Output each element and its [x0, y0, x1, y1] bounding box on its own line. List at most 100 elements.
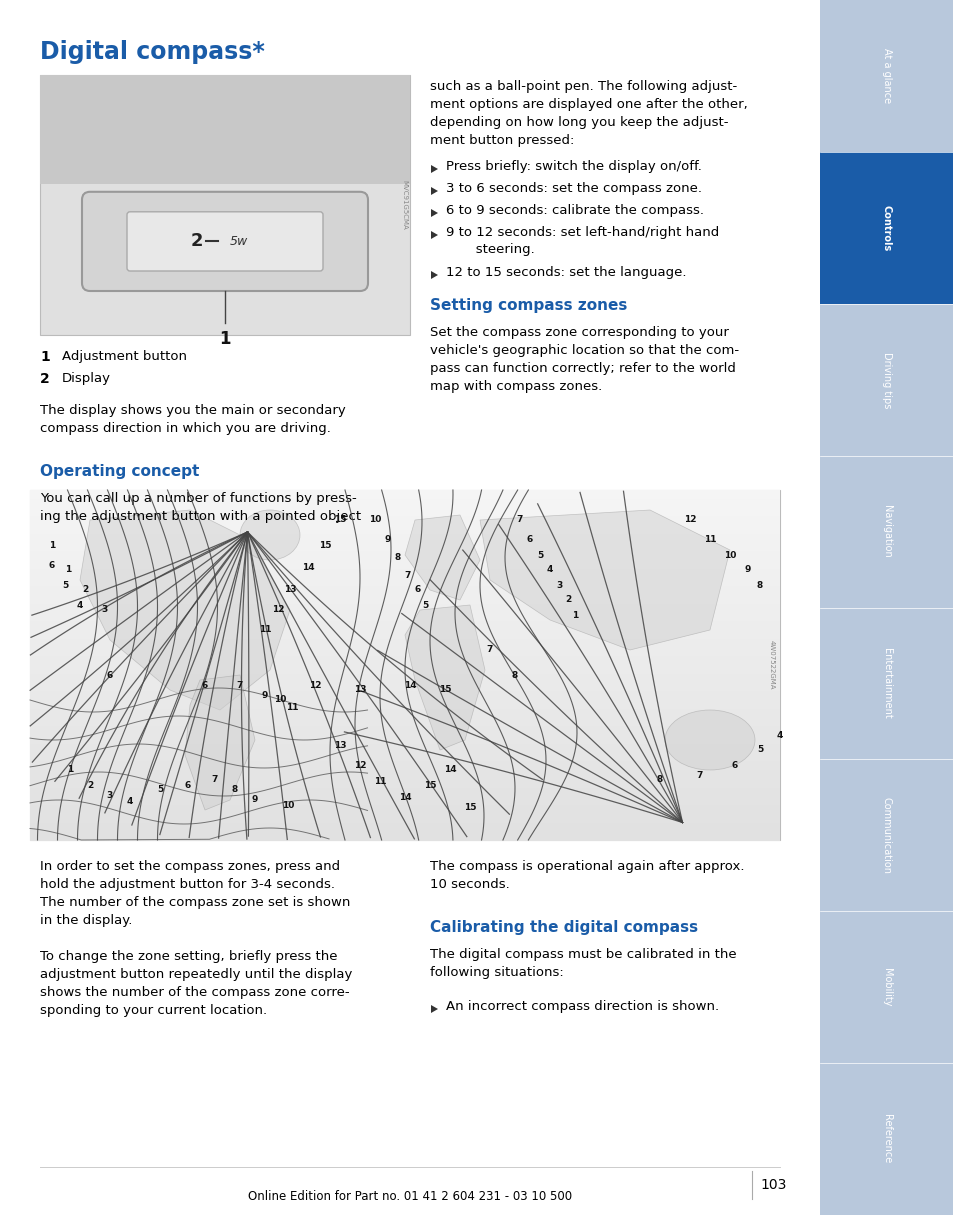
Text: 2: 2 [564, 595, 571, 605]
Text: 5: 5 [421, 600, 428, 610]
Text: Calibrating the digital compass: Calibrating the digital compass [430, 920, 698, 936]
Bar [30, 691, 780, 701]
Text: 1: 1 [571, 610, 578, 620]
Text: Communication: Communication [882, 797, 891, 874]
Text: 7: 7 [517, 515, 522, 525]
Text: 12: 12 [354, 761, 366, 769]
Text: 6: 6 [49, 560, 55, 570]
Text: 6: 6 [415, 586, 420, 594]
Text: To change the zone setting, briefly press the
adjustment button repeatedly until: To change the zone setting, briefly pres… [40, 950, 352, 1017]
Text: 15: 15 [463, 803, 476, 813]
FancyBboxPatch shape [82, 192, 368, 292]
Text: 2: 2 [82, 586, 88, 594]
Text: 9: 9 [744, 565, 750, 575]
Ellipse shape [664, 710, 754, 770]
Polygon shape [431, 187, 437, 194]
Polygon shape [431, 209, 437, 217]
Bar [30, 744, 780, 753]
Text: 8: 8 [657, 775, 662, 785]
Bar [30, 762, 780, 772]
Bar [30, 498, 780, 509]
Text: 11: 11 [703, 536, 716, 544]
Bar [820, 759, 953, 911]
Bar [40, 75, 410, 185]
Bar [30, 665, 780, 674]
Text: The compass is operational again after approx.
10 seconds.: The compass is operational again after a… [430, 860, 743, 891]
Text: Online Edition for Part no. 01 41 2 604 231 - 03 10 500: Online Edition for Part no. 01 41 2 604 … [248, 1191, 572, 1204]
Text: Display: Display [62, 372, 111, 385]
Text: 12: 12 [683, 515, 696, 525]
Bar [30, 814, 780, 824]
Bar [820, 0, 953, 152]
Text: At a glance: At a glance [882, 49, 891, 103]
Text: 8: 8 [395, 554, 400, 563]
Text: 14: 14 [301, 564, 314, 572]
Text: Reference: Reference [882, 1114, 891, 1164]
Bar [30, 612, 780, 622]
Text: 2: 2 [40, 372, 50, 386]
Bar [30, 735, 780, 745]
Text: 2: 2 [190, 232, 203, 250]
Text: Operating concept: Operating concept [40, 464, 199, 479]
Bar [30, 525, 780, 535]
Text: The digital compass must be calibrated in the
following situations:: The digital compass must be calibrated i… [430, 948, 736, 979]
Bar [30, 648, 780, 657]
Text: 14: 14 [398, 793, 411, 802]
Polygon shape [431, 231, 437, 239]
Bar [30, 639, 780, 649]
Bar [30, 683, 780, 693]
Text: In order to set the compass zones, press and
hold the adjustment button for 3-4 : In order to set the compass zones, press… [40, 860, 350, 927]
Text: Entertainment: Entertainment [882, 648, 891, 719]
Text: 15: 15 [334, 515, 346, 525]
Bar [30, 569, 780, 578]
Text: 5w: 5w [230, 234, 248, 248]
Text: 3: 3 [557, 581, 562, 589]
Text: 6: 6 [185, 780, 191, 790]
Bar [30, 674, 780, 684]
Text: 6: 6 [107, 671, 113, 679]
Text: 15: 15 [423, 780, 436, 790]
Bar [30, 508, 780, 518]
Text: 6: 6 [202, 680, 208, 689]
Text: 1: 1 [219, 330, 231, 347]
Bar [820, 152, 953, 304]
Text: 9: 9 [252, 796, 258, 804]
Text: 6: 6 [526, 536, 533, 544]
Text: 4: 4 [546, 565, 553, 575]
Text: 15: 15 [438, 685, 451, 695]
Text: 9: 9 [384, 536, 391, 544]
Text: 3 to 6 seconds: set the compass zone.: 3 to 6 seconds: set the compass zone. [446, 182, 701, 194]
Text: 12: 12 [272, 605, 284, 615]
Text: Set the compass zone corresponding to your
vehicle's geographic location so that: Set the compass zone corresponding to yo… [430, 326, 739, 392]
Text: 2: 2 [87, 780, 93, 790]
Text: 10: 10 [369, 515, 381, 525]
Bar [30, 577, 780, 587]
Text: 7: 7 [696, 770, 702, 780]
Polygon shape [405, 515, 479, 600]
Text: 8: 8 [756, 581, 762, 589]
Bar [30, 700, 780, 710]
Text: 10: 10 [274, 695, 286, 705]
Text: 1: 1 [65, 565, 71, 575]
Bar [30, 787, 780, 797]
Text: such as a ball-point pen. The following adjust-
ment options are displayed one a: such as a ball-point pen. The following … [430, 80, 747, 147]
Text: Navigation: Navigation [882, 505, 891, 558]
Text: 14: 14 [403, 680, 416, 689]
Bar [820, 456, 953, 608]
Polygon shape [80, 510, 290, 710]
Bar [820, 911, 953, 1063]
Bar [30, 631, 780, 640]
Bar [30, 806, 780, 815]
Bar [30, 770, 780, 780]
Bar [30, 552, 780, 561]
Text: 8: 8 [232, 786, 238, 795]
Bar [30, 796, 780, 806]
Text: 4W07522GMA: 4W07522GMA [768, 640, 774, 690]
Text: Mobility: Mobility [882, 968, 891, 1006]
Text: 6 to 9 seconds: calibrate the compass.: 6 to 9 seconds: calibrate the compass. [446, 204, 703, 217]
Polygon shape [431, 1005, 437, 1013]
Bar [820, 0, 953, 1215]
Bar [820, 1063, 953, 1215]
Bar [30, 779, 780, 789]
Bar [30, 727, 780, 736]
